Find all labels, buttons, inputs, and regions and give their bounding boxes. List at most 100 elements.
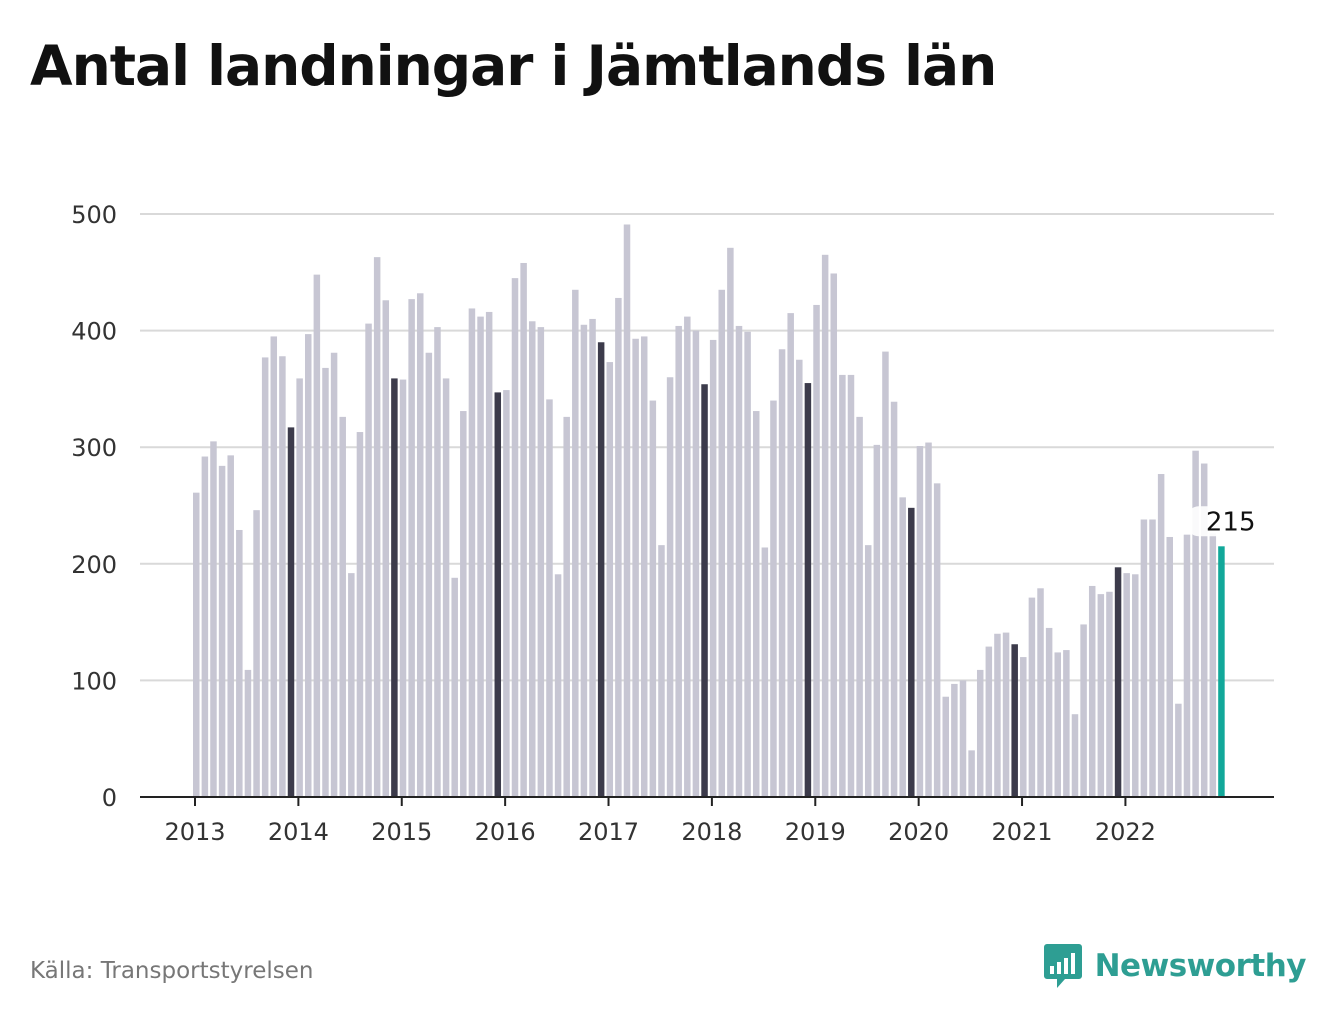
bar [537, 327, 545, 797]
bar [1140, 519, 1148, 797]
bar [477, 316, 484, 797]
bar [770, 400, 777, 797]
bar [373, 257, 381, 797]
bar [778, 349, 786, 797]
bar [485, 311, 493, 797]
bar [727, 247, 734, 797]
y-tick-label: 0 [102, 784, 117, 812]
bar-december [1011, 644, 1018, 797]
bar [210, 441, 217, 797]
bar [959, 680, 967, 797]
bar [1063, 650, 1070, 797]
bar-december [804, 383, 812, 797]
bar [554, 574, 562, 797]
bar [313, 274, 321, 797]
bar [1132, 574, 1139, 797]
newsworthy-logo-icon [1043, 944, 1082, 988]
bar [787, 313, 794, 797]
bar [1028, 597, 1036, 797]
x-tick-label: 2018 [681, 818, 742, 846]
bar [382, 300, 390, 797]
bar [796, 359, 803, 797]
axes: 0 100 200 300 400 500 2013 2014 2015 2016 2017 2018… [71, 201, 1274, 846]
bar-december [597, 342, 605, 797]
bar [580, 324, 588, 797]
bar [856, 416, 863, 797]
chart-title: Antal landningar i Jämtlands län [30, 34, 997, 98]
bar [899, 497, 906, 797]
bar [546, 399, 553, 797]
bar [882, 351, 889, 797]
bar [649, 400, 657, 797]
bar [692, 330, 700, 797]
x-tick-label: 2013 [164, 818, 225, 846]
bar [528, 321, 536, 797]
bar [1200, 463, 1208, 797]
bar [632, 338, 639, 797]
bar [951, 683, 958, 797]
bar [572, 289, 579, 797]
bar [356, 432, 364, 797]
bar [442, 378, 450, 797]
bar [925, 442, 932, 797]
bar [503, 390, 510, 797]
y-tick-label: 500 [71, 201, 117, 229]
bar [684, 316, 691, 797]
bar [434, 327, 441, 797]
bar [675, 325, 682, 797]
bar [1183, 534, 1191, 797]
bar [1166, 536, 1173, 797]
x-tick-label: 2020 [888, 818, 949, 846]
bar [1088, 585, 1096, 797]
bar [933, 483, 941, 797]
bar [839, 374, 846, 797]
x-tick-label: 2017 [578, 818, 639, 846]
bar-december [287, 427, 295, 797]
source-note: Källa: Transportstyrelsen [30, 958, 314, 984]
bar [322, 367, 329, 797]
bar [296, 378, 303, 797]
x-tick-label: 2016 [475, 818, 536, 846]
bar [365, 323, 372, 797]
bar [658, 545, 665, 797]
bar-latest [1218, 546, 1225, 797]
bar [270, 336, 278, 797]
x-tick-label: 2014 [268, 818, 329, 846]
x-tick-label: 2022 [1095, 818, 1156, 846]
brand[interactable]: Newsworthy [1043, 942, 1307, 990]
x-tick-label: 2019 [785, 818, 846, 846]
bar [218, 465, 226, 797]
bar [589, 318, 596, 797]
bar [615, 297, 622, 797]
bar [830, 273, 838, 798]
bar [890, 401, 898, 797]
bar [1209, 533, 1217, 797]
bar [416, 293, 424, 797]
bar-december [701, 384, 708, 797]
bar-december [1114, 567, 1122, 797]
bar [968, 750, 975, 797]
bar [399, 379, 407, 797]
bar [976, 669, 984, 797]
bar [261, 357, 269, 797]
bar [1123, 573, 1130, 797]
bar-december [494, 392, 502, 797]
bar [821, 254, 829, 797]
bar [761, 547, 769, 797]
bar-december [391, 378, 398, 797]
bar [305, 334, 312, 797]
bar [425, 352, 433, 797]
y-tick-label: 100 [71, 667, 117, 695]
bar [1037, 588, 1044, 797]
annotation-background [1186, 506, 1233, 537]
bar [460, 411, 467, 797]
bar [193, 492, 200, 797]
brand-name: Newsworthy [1094, 948, 1307, 984]
y-tick-label: 200 [71, 551, 117, 579]
bar [864, 545, 872, 797]
bar [1175, 703, 1182, 797]
bar [227, 455, 234, 797]
bar [1097, 594, 1105, 797]
bar [847, 374, 855, 797]
bar [201, 456, 209, 797]
